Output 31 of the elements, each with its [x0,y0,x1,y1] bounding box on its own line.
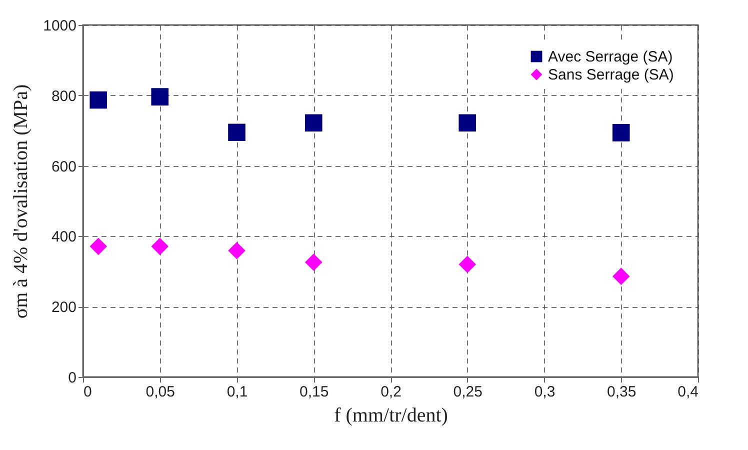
x-tick-label: 0,4 [678,384,698,400]
y-tick-label: 0 [68,370,76,386]
y-tick-label: 200 [51,299,76,316]
y-tick-label: 800 [51,88,76,105]
point [458,114,476,132]
x-tick-label: 0,35 [607,384,636,400]
point [90,238,108,256]
x-tick-label: 0,2 [380,384,402,400]
point [151,238,169,256]
x-tick-label: 0,25 [453,384,482,400]
point [612,124,630,142]
point [228,242,246,260]
y-axis-title: σm à 4% d'ovalisation (MPa) [10,84,32,319]
y-tick-label: 400 [51,228,76,246]
x-tick-label: 0,05 [146,384,175,400]
x-tick-label: 0,15 [300,384,329,400]
point [304,254,322,271]
point [90,91,108,109]
point [228,124,246,142]
point [458,256,476,274]
y-tick-label: 600 [51,158,76,176]
point [304,114,322,132]
point [612,268,630,285]
legend-label: Sans Serrage (SA) [548,66,674,84]
point [151,88,169,106]
x-tick-label: 0,1 [226,384,248,400]
x-axis-title: f (mm/tr/dent) [334,404,448,426]
legend-label: Avec Serrage (SA) [548,48,673,66]
y-tick-label: 1000 [43,18,76,34]
x-tick-label: 0,3 [534,384,556,400]
x-tick-label: 0 [84,384,92,400]
